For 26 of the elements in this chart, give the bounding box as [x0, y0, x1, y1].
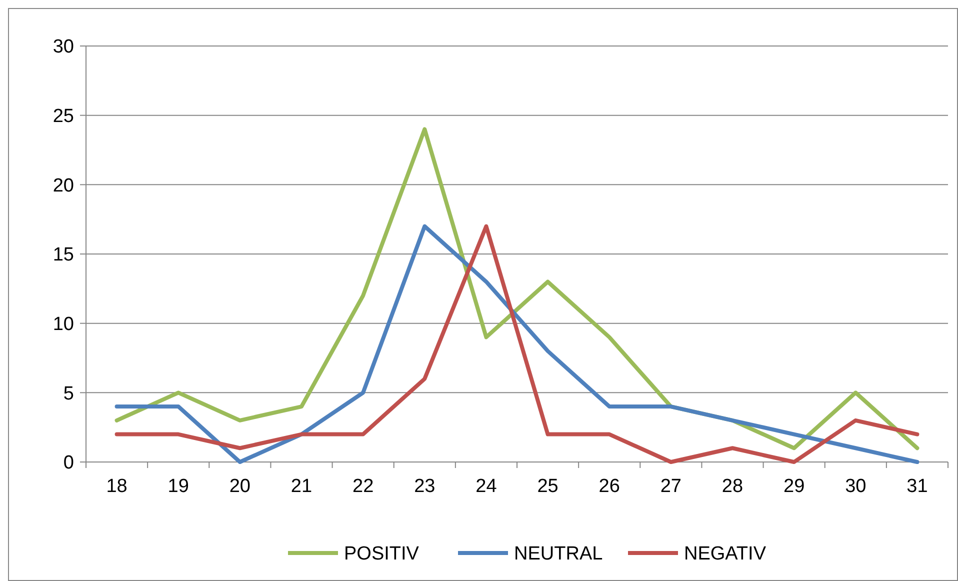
x-tick-label: 31: [906, 476, 928, 497]
x-tick-label: 25: [537, 476, 558, 497]
y-tick-label: 30: [52, 36, 74, 58]
line-series: [114, 224, 920, 464]
x-tick-label: 20: [229, 476, 250, 497]
x-tick-label: 18: [106, 476, 128, 497]
x-tick-label: 19: [168, 476, 189, 497]
legend-label: POSITIV: [344, 544, 420, 565]
legend-label: NEUTRAL: [514, 544, 603, 565]
x-tick-label: 22: [352, 476, 374, 497]
x-tick-label: 26: [598, 476, 620, 497]
legend-label: NEGATIV: [684, 544, 766, 565]
y-tick-label: 15: [52, 244, 74, 266]
x-tick-label: 27: [660, 476, 682, 497]
y-tick-label: 0: [63, 452, 74, 474]
x-tick-label: 28: [722, 476, 744, 497]
x-tick-label: 21: [290, 476, 312, 497]
y-tick-label: 10: [52, 314, 74, 335]
x-tick-label: 30: [845, 476, 866, 497]
x-tick-label: 23: [414, 476, 436, 497]
x-tick-label: 24: [476, 476, 498, 497]
line-series: [114, 127, 920, 450]
y-tick-label: 5: [63, 383, 74, 404]
y-tick-label: 25: [52, 106, 74, 127]
y-tick-label: 20: [52, 175, 74, 196]
x-tick-label: 29: [784, 476, 805, 497]
